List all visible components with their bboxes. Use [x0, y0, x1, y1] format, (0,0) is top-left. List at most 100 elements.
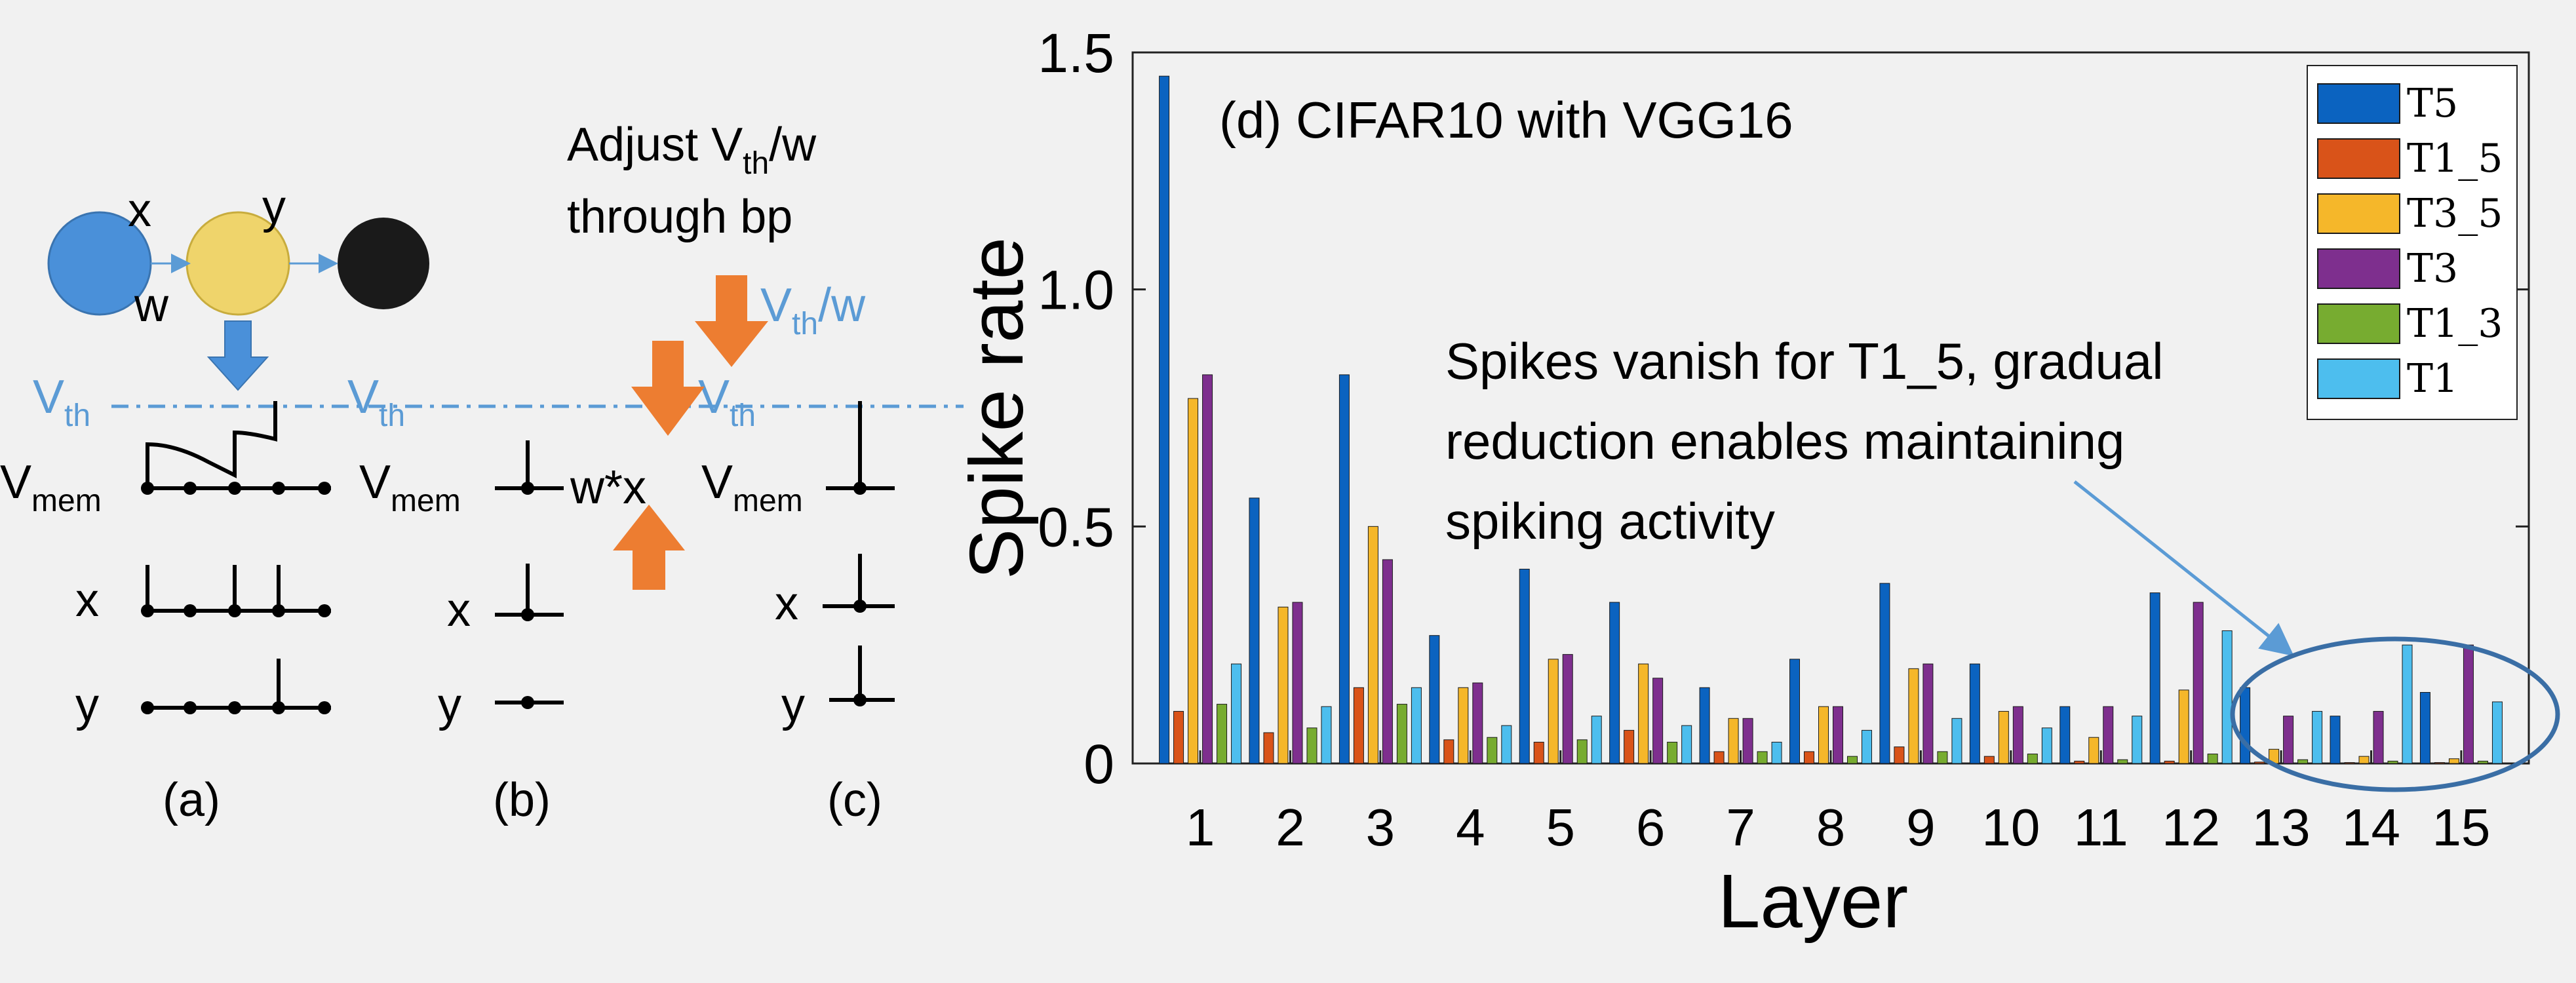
bar-t3-layer-12: [2193, 602, 2204, 764]
bar-t1-layer-6: [1681, 725, 1692, 764]
y-label-c: y: [781, 679, 805, 731]
bar-t3-layer-6: [1652, 678, 1664, 764]
neuron-diagram: x y w Vth Vth Vth Vmem x y: [0, 119, 964, 826]
x-tick-label: 13: [2252, 798, 2311, 857]
bar-t1_3-layer-7: [1757, 751, 1768, 764]
panel-a: Vmem x y (a): [0, 401, 331, 826]
orange-arrow-down-left: [631, 341, 705, 436]
x-tick-label: 9: [1906, 798, 1936, 857]
bar-t5-layer-10: [1969, 663, 1980, 764]
vth-label-c: Vth: [698, 371, 756, 433]
orange-up-arrow: [613, 505, 685, 590]
bar-t3_5-layer-9: [1908, 668, 1919, 764]
vmem-label-a: Vmem: [0, 456, 102, 518]
x-tick-label: 14: [2342, 798, 2400, 857]
highlight-ellipse: [2230, 636, 2560, 792]
vth-over-w-label: Vth/w: [760, 279, 866, 341]
bar-t3_5-layer-3: [1367, 526, 1378, 764]
bar-t3_5-layer-15: [2448, 758, 2459, 764]
bar-t5-layer-1: [1159, 75, 1170, 764]
panel-c-label: (c): [827, 774, 882, 826]
chart-title: (d) CIFAR10 with VGG16: [1219, 91, 1793, 149]
output-neuron: [338, 218, 429, 309]
bar-t1-layer-4: [1501, 725, 1512, 764]
label-w: w: [134, 279, 169, 332]
bar-t5-layer-2: [1249, 497, 1260, 764]
x-tick-label: 2: [1276, 798, 1305, 857]
bar-t3-layer-3: [1382, 559, 1393, 764]
bar-t1-layer-8: [1862, 729, 1872, 764]
x-tick-label: 7: [1726, 798, 1755, 857]
x-label-a: x: [75, 574, 99, 626]
orange-arrow-down-right: [695, 275, 768, 367]
bar-t1_3-layer-10: [2027, 754, 2038, 764]
bar-t1-layer-14: [2402, 644, 2413, 764]
x-tick-label: 3: [1366, 798, 1395, 857]
legend-label-t5: T5: [2407, 81, 2458, 126]
x-tick-label: 1: [1186, 798, 1215, 857]
legend-label-t3_5: T3_5: [2407, 191, 2503, 237]
bar-t1-layer-13: [2312, 710, 2323, 764]
bar-t1-layer-5: [1591, 716, 1602, 764]
bar-t1_5-layer-6: [1624, 729, 1635, 764]
bar-t3-layer-14: [2373, 710, 2384, 764]
x-label-b: x: [447, 584, 471, 636]
bar-t3_5-layer-2: [1278, 606, 1289, 764]
bar-t1-layer-11: [2132, 716, 2143, 764]
vth-label-b: Vth: [347, 371, 405, 433]
blue-down-arrow: [206, 320, 269, 391]
label-x-top: x: [128, 184, 151, 237]
bar-t3_5-layer-10: [1998, 710, 2009, 764]
annotation-arrow: [2073, 480, 2294, 657]
legend: T5 T1_5 T3_5 T3 T1_3 T1: [2307, 65, 2518, 420]
bar-t1_5-layer-8: [1804, 751, 1814, 764]
bar-t1_3-layer-2: [1306, 727, 1317, 764]
legend-swatch-t1: [2317, 358, 2400, 399]
x-tick-label: 12: [2162, 798, 2220, 857]
bar-t5-layer-5: [1519, 568, 1530, 764]
bar-t1_3-layer-3: [1396, 704, 1407, 764]
bar-t3-layer-11: [2103, 706, 2114, 764]
panel-a-label: (a): [163, 774, 220, 826]
x-tick-label: 5: [1546, 798, 1575, 857]
bar-t1_3-layer-13: [2297, 759, 2309, 764]
annotation-line-3: spiking activity: [1445, 492, 1775, 550]
bar-t5-layer-9: [1879, 583, 1890, 764]
bar-t3_5-layer-1: [1188, 398, 1199, 764]
vmem-label-c: Vmem: [701, 456, 803, 518]
x-tick-label: 15: [2432, 798, 2490, 857]
x-tick-label: 10: [1981, 798, 2040, 857]
y-tick-label: 1.5: [1038, 22, 1114, 84]
y-ticks: 0 0.5 1.0 1.5: [1038, 22, 2529, 795]
bar-t5-layer-12: [2149, 592, 2160, 764]
panel-c: Vmem x y (c): [701, 401, 895, 826]
bar-t1_3-layer-6: [1667, 741, 1678, 764]
bar-t3_5-layer-12: [2178, 689, 2189, 764]
bar-t1_3-layer-15: [2477, 760, 2488, 764]
bar-t1_3-layer-12: [2207, 754, 2218, 764]
bar-t3-layer-2: [1292, 602, 1303, 764]
bar-t1_5-layer-11: [2074, 760, 2085, 764]
bar-t3_5-layer-7: [1728, 718, 1739, 764]
legend-label-t1_5: T1_5: [2407, 136, 2503, 182]
annotation-line-2: reduction enables maintaining: [1445, 412, 2124, 470]
bar-t3-layer-5: [1562, 654, 1573, 764]
bar-t1-layer-9: [1951, 718, 1962, 764]
bar-t1_5-layer-9: [1894, 746, 1905, 764]
bar-t3-layer-7: [1742, 718, 1753, 764]
bar-t1_5-layer-7: [1713, 751, 1725, 764]
adjust-text-line1: Adjust Vth/w: [567, 119, 817, 181]
bar-t1_3-layer-4: [1487, 737, 1498, 764]
legend-swatch-t3_5: [2317, 193, 2400, 234]
y-tick-label: 0.5: [1038, 496, 1114, 558]
bar-t5-layer-8: [1789, 659, 1800, 764]
bar-t1_3-layer-5: [1576, 739, 1588, 764]
bar-t5-layer-6: [1609, 602, 1620, 764]
bar-t3_5-layer-5: [1548, 659, 1559, 764]
bar-t5-layer-3: [1338, 374, 1350, 764]
bar-t3_5-layer-6: [1638, 663, 1649, 764]
bar-t3_5-layer-11: [2088, 737, 2099, 764]
bars: [1159, 75, 2503, 764]
legend-swatch-t5: [2317, 83, 2400, 124]
x-ticks: 1 2 3 4 5 6 7 8 9 10 11 12 13 14 15: [1186, 750, 2490, 857]
